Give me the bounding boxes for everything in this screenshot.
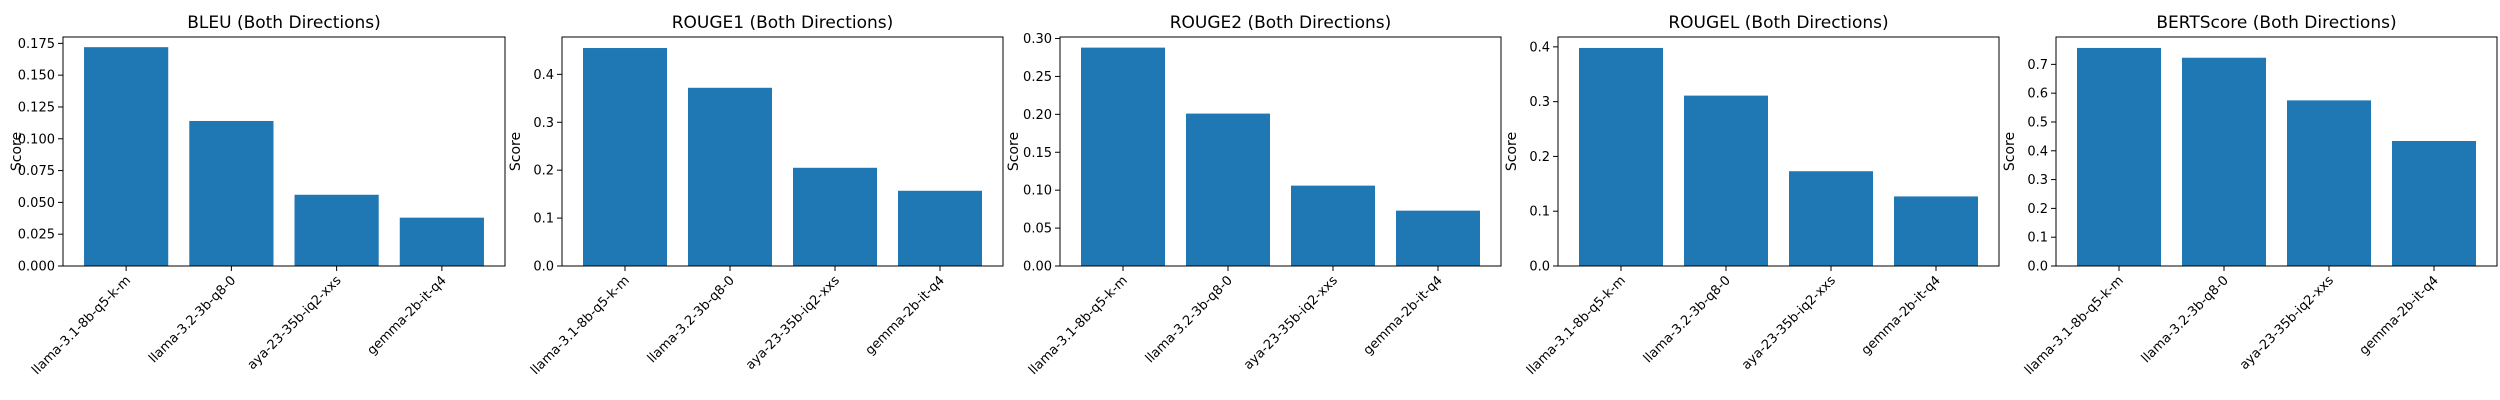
y-tick-label: 0.175 (18, 37, 55, 52)
x-tick-label: llama-3.2-3b-q8-0 (1641, 273, 1734, 366)
y-tick-label: 0.125 (18, 100, 55, 115)
y-axis-label: Score (2002, 132, 2018, 171)
bar-gemma-2b-it-q4 (399, 217, 484, 266)
y-tick-label: 0.4 (2027, 144, 2048, 159)
y-tick-label: 0.7 (2027, 58, 2048, 73)
bar-llama-3.1-8b-q5-k-m (2077, 47, 2161, 267)
x-tick-label: aya-23-35b-iq2-xxs (245, 273, 345, 373)
chart-title: BERTScore (Both Directions) (2156, 13, 2396, 33)
y-tick-label: 0.1 (2027, 231, 2048, 246)
chart-panel-4: ROUGEL (Both Directions) Score llama-3.1-8… (1504, 13, 2000, 378)
bar-llama-3.2-3b-q8-0 (688, 87, 772, 266)
y-tick-label: 0.4 (533, 68, 554, 83)
y-tick-label: 0.0 (533, 260, 554, 275)
y-axis-label: Score (9, 132, 25, 171)
y-tick-label: 0.1 (533, 212, 554, 227)
x-tick-label: llama-3.1-8b-q5-k-m (528, 273, 633, 378)
x-tick-label: llama-3.2-3b-q8-0 (2139, 273, 2232, 366)
bar-llama-3.2-3b-q8-0 (2182, 57, 2266, 266)
y-tick-label: 0.0 (1529, 260, 1550, 275)
bar-aya-23-35b-iq2-xxs (294, 194, 379, 266)
bar-llama-3.2-3b-q8-0 (189, 120, 274, 266)
y-tick-label: 0.4 (1529, 40, 1550, 55)
x-tick-label: llama-3.1-8b-q5-k-m (2022, 273, 2127, 378)
axes-frame (1059, 36, 1502, 267)
y-tick-label: 0.3 (533, 116, 554, 131)
y-axis-label: Score (1006, 132, 1022, 171)
bar-aya-23-35b-iq2-xxs (2287, 100, 2371, 267)
y-tick-label: 0.1 (1529, 205, 1550, 220)
chart-panel-1: BLEU (Both Directions) Score llama-3.1-8b-… (9, 13, 506, 378)
x-tick-label: llama-3.2-3b-q8-0 (1143, 273, 1236, 366)
y-tick-label: 0.3 (2027, 173, 2048, 188)
y-tick-label: 0.025 (18, 228, 55, 243)
y-tick-label: 0.30 (1023, 32, 1052, 47)
bar-aya-23-35b-iq2-xxs (1789, 171, 1873, 266)
y-axis-label: Score (1504, 132, 1520, 171)
chart-panel-3: ROUGE2 (Both Directions) Score llama-3.1-8… (1006, 13, 1502, 378)
axes-frame (2055, 36, 2498, 267)
bar-gemma-2b-it-q4 (1396, 210, 1480, 266)
chart-panel-2: ROUGE1 (Both Directions) Score llama-3.1-8… (508, 13, 1004, 378)
x-tick-label: gemma-2b-it-q4 (863, 273, 948, 358)
bar-llama-3.1-8b-q5-k-m (84, 47, 169, 266)
x-tick-label: aya-23-35b-iq2-xxs (1739, 273, 1839, 373)
x-tick-label: aya-23-35b-iq2-xxs (2237, 273, 2337, 373)
x-tick-label: gemma-2b-it-q4 (1859, 273, 1944, 358)
x-tick-label: llama-3.2-3b-q8-0 (146, 273, 239, 366)
y-tick-label: 0.25 (1023, 70, 1052, 85)
x-tick-label: llama-3.1-8b-q5-k-m (29, 273, 134, 378)
y-tick-label: 0.5 (2027, 115, 2048, 130)
bar-llama-3.1-8b-q5-k-m (583, 48, 667, 266)
bar-llama-3.2-3b-q8-0 (1186, 113, 1270, 266)
y-tick-label: 0.00 (1023, 260, 1052, 275)
bar-llama-3.2-3b-q8-0 (1684, 95, 1768, 266)
x-tick-label: llama-3.1-8b-q5-k-m (1026, 273, 1131, 378)
x-tick-label: llama-3.2-3b-q8-0 (645, 273, 738, 366)
y-tick-label: 0.15 (1023, 146, 1052, 161)
x-tick-label: aya-23-35b-iq2-xxs (1241, 273, 1341, 373)
chart-panel-5: BERTScore (Both Directions) Score llama-3.… (2002, 13, 2498, 378)
bar-aya-23-35b-iq2-xxs (793, 167, 877, 266)
axes-frame (561, 36, 1004, 267)
x-tick-label: gemma-2b-it-q4 (365, 273, 450, 358)
y-tick-label: 0.2 (2027, 202, 2048, 217)
bar-gemma-2b-it-q4 (1894, 196, 1978, 266)
y-tick-label: 0.2 (533, 164, 554, 179)
y-tick-label: 0.6 (2027, 87, 2048, 102)
y-tick-label: 0.10 (1023, 184, 1052, 199)
axes-frame (1557, 36, 2000, 267)
x-tick-label: aya-23-35b-iq2-xxs (743, 273, 843, 373)
y-tick-label: 0.050 (18, 196, 55, 211)
x-tick-label: gemma-2b-it-q4 (1361, 273, 1446, 358)
chart-title: BLEU (Both Directions) (187, 13, 381, 33)
bar-llama-3.1-8b-q5-k-m (1081, 47, 1165, 267)
chart-title: ROUGE2 (Both Directions) (1170, 13, 1392, 33)
chart-title: ROUGEL (Both Directions) (1668, 13, 1888, 33)
x-tick-label: llama-3.1-8b-q5-k-m (1524, 273, 1629, 378)
axes-frame (62, 36, 506, 267)
y-tick-label: 0.0 (2027, 260, 2048, 275)
x-tick-label: gemma-2b-it-q4 (2357, 273, 2442, 358)
bar-llama-3.1-8b-q5-k-m (1579, 47, 1663, 266)
y-tick-label: 0.05 (1023, 222, 1052, 237)
chart-title: ROUGE1 (Both Directions) (672, 13, 894, 33)
y-tick-label: 0.000 (18, 260, 55, 275)
bar-gemma-2b-it-q4 (898, 190, 982, 266)
y-tick-label: 0.20 (1023, 108, 1052, 123)
y-axis-label: Score (508, 132, 524, 171)
y-tick-label: 0.100 (18, 132, 55, 147)
y-tick-label: 0.075 (18, 164, 55, 179)
y-tick-label: 0.2 (1529, 150, 1550, 165)
bar-aya-23-35b-iq2-xxs (1291, 185, 1375, 266)
y-tick-label: 0.3 (1529, 95, 1550, 110)
bar-gemma-2b-it-q4 (2392, 140, 2476, 266)
y-tick-label: 0.150 (18, 69, 55, 84)
